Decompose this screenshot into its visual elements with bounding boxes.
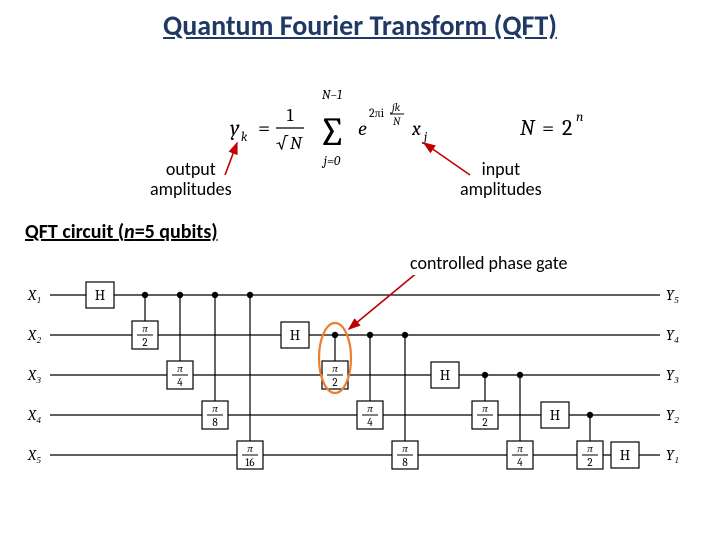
gate-label: H [550, 406, 560, 424]
annot-output: output amplitudes [150, 160, 232, 200]
gate-den: 4 [517, 456, 523, 469]
ctrl-dot [212, 292, 218, 298]
svg-text:e: e [358, 117, 367, 140]
svg-text:N: N [290, 133, 303, 154]
svg-text:y: y [230, 115, 240, 141]
gate-num: π [587, 442, 593, 455]
qft-circuit: X₁Y₅X₂Y₄X₃Y₃X₄Y₂X₅Y₁Hπ2π4π8π16Hπ2π4π8Hπ2… [10, 275, 710, 495]
gate-num: π [332, 362, 338, 375]
annot-input-l2: amplitudes [460, 178, 542, 200]
gate-num: π [482, 402, 488, 415]
ctrl-dot [482, 372, 488, 378]
gate-label: H [440, 366, 450, 384]
page-title: Quantum Fourier Transform (QFT) [0, 8, 720, 43]
svg-text:∑: ∑ [318, 109, 346, 155]
slide-root: Quantum Fourier Transform (QFT) y k = 1 … [0, 0, 720, 540]
ctrl-dot [332, 332, 338, 338]
y-label: Y₃ [666, 366, 679, 384]
gate-den: 8 [212, 416, 218, 429]
y-label: Y₁ [666, 446, 679, 464]
gate-label: H [290, 326, 300, 344]
gate-num: π [142, 322, 148, 335]
gate-num: π [367, 402, 373, 415]
gate-den: 4 [177, 376, 183, 389]
gate-num: π [517, 442, 523, 455]
svg-text:N−1: N−1 [322, 88, 342, 103]
svg-text:j=0: j=0 [322, 154, 341, 169]
gate-den: 8 [402, 456, 408, 469]
arrow-cp-gate [349, 275, 430, 329]
ctrl-dot [142, 292, 148, 298]
gate-num: π [247, 442, 253, 455]
gate-num: π [212, 402, 218, 415]
svg-text:n: n [576, 108, 583, 125]
svg-text:1: 1 [287, 105, 294, 126]
x-label: X₁ [27, 286, 41, 304]
gate-label: H [95, 286, 105, 304]
annot-output-l2: amplitudes [150, 178, 232, 200]
ctrl-dot [367, 332, 373, 338]
ctrl-dot [247, 292, 253, 298]
gate-num: π [177, 362, 183, 375]
svg-text:N: N [520, 115, 536, 141]
x-label: X₃ [27, 366, 41, 384]
ctrl-dot [402, 332, 408, 338]
svg-text:=: = [542, 115, 554, 141]
gate-label: H [620, 446, 630, 464]
svg-text:√: √ [276, 133, 289, 154]
x-label: X₄ [27, 406, 41, 424]
annot-input-l1: input [482, 158, 521, 180]
qft-formula: y k = 1 √ N N−1 ∑ j=0 e 2πi jk N x [0, 65, 720, 185]
circuit-section-label: QFT circuit (n=5 qubits) [25, 220, 218, 244]
ctrl-dot [177, 292, 183, 298]
cp-gate-label: controlled phase gate [410, 252, 567, 274]
svg-text:2πi: 2πi [369, 106, 385, 120]
svg-text:2: 2 [562, 115, 572, 141]
formula-svg: y k = 1 √ N N−1 ∑ j=0 e 2πi jk N x [0, 65, 720, 185]
svg-text:k: k [241, 130, 248, 145]
y-label: Y₅ [666, 286, 679, 304]
svg-text:x: x [411, 117, 421, 140]
gate-den: 16 [245, 456, 254, 469]
x-label: X₅ [27, 446, 41, 464]
ctrl-dot [587, 412, 593, 418]
y-label: Y₄ [666, 326, 679, 344]
x-label: X₂ [27, 326, 41, 344]
gate-den: 2 [482, 416, 487, 429]
gate-den: 4 [367, 416, 373, 429]
y-label: Y₂ [666, 406, 679, 424]
svg-text:N: N [393, 115, 401, 128]
gate-den: 2 [587, 456, 592, 469]
gate-den: 2 [142, 336, 147, 349]
annot-output-l1: output [166, 158, 216, 180]
gate-num: π [402, 442, 408, 455]
svg-text:jk: jk [390, 101, 401, 114]
svg-text:=: = [258, 115, 270, 141]
gate-den: 2 [332, 376, 337, 389]
annot-input: input amplitudes [460, 160, 542, 200]
ctrl-dot [517, 372, 523, 378]
